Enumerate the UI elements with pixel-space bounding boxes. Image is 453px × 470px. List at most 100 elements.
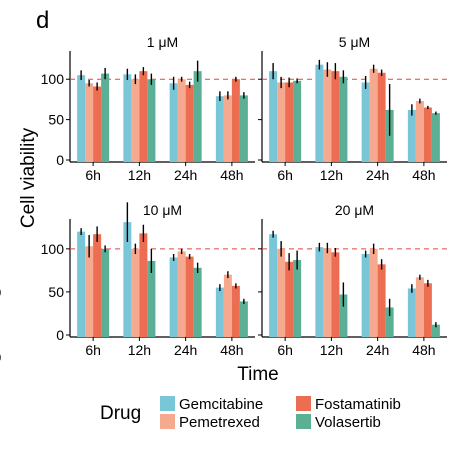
bar	[93, 234, 102, 337]
bar	[169, 257, 178, 337]
facet-panel: 5 μM 6h 12h 24h 48h	[258, 34, 447, 183]
y-tick-label: 0	[56, 327, 64, 343]
bar	[293, 260, 302, 337]
bar	[277, 248, 286, 337]
y-tick-label: 100	[41, 241, 65, 257]
x-tick-label: 24h	[174, 167, 197, 183]
bar	[77, 231, 86, 337]
bar	[415, 277, 424, 337]
y-tick-label: 50	[48, 284, 64, 300]
x-tick-label: 12h	[128, 167, 151, 183]
bar	[431, 324, 440, 337]
legend: Drug Gemcitabine Fostamatinib Pemetrexed…	[100, 396, 401, 431]
x-tick-label: 24h	[366, 342, 389, 358]
facet-panel: 1 μM 0 50 100 6h 12h 24h 48h	[41, 34, 255, 183]
bar	[77, 75, 86, 162]
bar	[269, 234, 278, 337]
bar	[223, 95, 232, 162]
bar	[361, 82, 370, 162]
bar	[123, 222, 132, 337]
bar	[231, 79, 240, 162]
bar	[239, 95, 248, 162]
y-tick-label: 100	[41, 71, 65, 87]
y-axis-title: Cell viability	[18, 127, 39, 228]
bar	[193, 267, 202, 337]
x-tick-label: 12h	[320, 167, 343, 183]
bar	[361, 254, 370, 337]
bar	[369, 248, 378, 337]
facet-title: 5 μM	[339, 34, 370, 50]
bar	[147, 79, 156, 162]
x-tick-label: 24h	[366, 167, 389, 183]
facet-title: 20 μM	[335, 202, 374, 218]
bar	[315, 64, 324, 162]
bar	[177, 251, 186, 337]
bar	[377, 264, 386, 337]
legend-swatch-gemcitabine	[160, 396, 175, 411]
bar	[293, 80, 302, 162]
bar	[215, 287, 224, 337]
bar	[269, 71, 278, 162]
bar	[239, 301, 248, 337]
bar	[177, 79, 186, 162]
bar	[277, 82, 286, 162]
legend-title: Drug	[100, 403, 141, 424]
bar	[407, 109, 416, 162]
bar	[331, 71, 340, 162]
bar	[101, 248, 110, 337]
bar	[85, 83, 94, 162]
panel-label: d	[36, 7, 49, 34]
bar	[185, 84, 194, 162]
x-tick-label: 48h	[220, 167, 243, 183]
bar	[339, 294, 348, 337]
bar	[315, 247, 324, 337]
bar	[139, 233, 148, 337]
bar	[85, 246, 94, 337]
x-tick-label: 6h	[85, 167, 101, 183]
legend-label-gemcitabine: Gemcitabine	[179, 396, 263, 413]
legend-label-fostamatinib: Fostamatinib	[315, 396, 401, 413]
legend-label-pemetrexed: Pemetrexed	[179, 414, 260, 431]
bar	[223, 274, 232, 337]
bar	[139, 71, 148, 162]
bar	[131, 248, 140, 337]
bar	[131, 79, 140, 162]
x-tick-label: 24h	[174, 342, 197, 358]
bar	[415, 101, 424, 162]
bar	[331, 252, 340, 337]
bar	[431, 113, 440, 162]
x-tick-label: 12h	[128, 342, 151, 358]
bar	[407, 288, 416, 337]
x-tick-label: 48h	[220, 342, 243, 358]
facet-panel: 10 μM 0 50 100 6h 12h 24h 48h	[41, 202, 255, 358]
bar	[323, 247, 332, 337]
edge-mark: 0	[0, 350, 1, 365]
y-tick-label: 0	[56, 152, 64, 168]
bar	[323, 69, 332, 162]
legend-label-volasertib: Volasertib	[315, 414, 381, 431]
x-tick-label: 48h	[412, 167, 435, 183]
bar	[385, 109, 394, 162]
bar	[377, 72, 386, 162]
bar	[93, 86, 102, 162]
bar	[285, 82, 294, 162]
facet-title: 1 μM	[147, 34, 178, 50]
bar	[215, 96, 224, 162]
facet-panel: 20 μM 6h 12h 24h 48h	[258, 202, 447, 358]
legend-swatch-pemetrexed	[160, 414, 175, 429]
x-axis-title: Time	[237, 364, 279, 385]
bar	[423, 107, 432, 162]
y-tick-label: 50	[48, 112, 64, 128]
bar	[423, 283, 432, 337]
bar	[169, 83, 178, 162]
bar	[147, 260, 156, 337]
bar	[185, 256, 194, 337]
x-tick-label: 6h	[277, 342, 293, 358]
x-tick-label: 12h	[320, 342, 343, 358]
bar	[123, 74, 132, 162]
x-tick-label: 6h	[85, 342, 101, 358]
bar	[193, 71, 202, 162]
bar	[231, 285, 240, 337]
